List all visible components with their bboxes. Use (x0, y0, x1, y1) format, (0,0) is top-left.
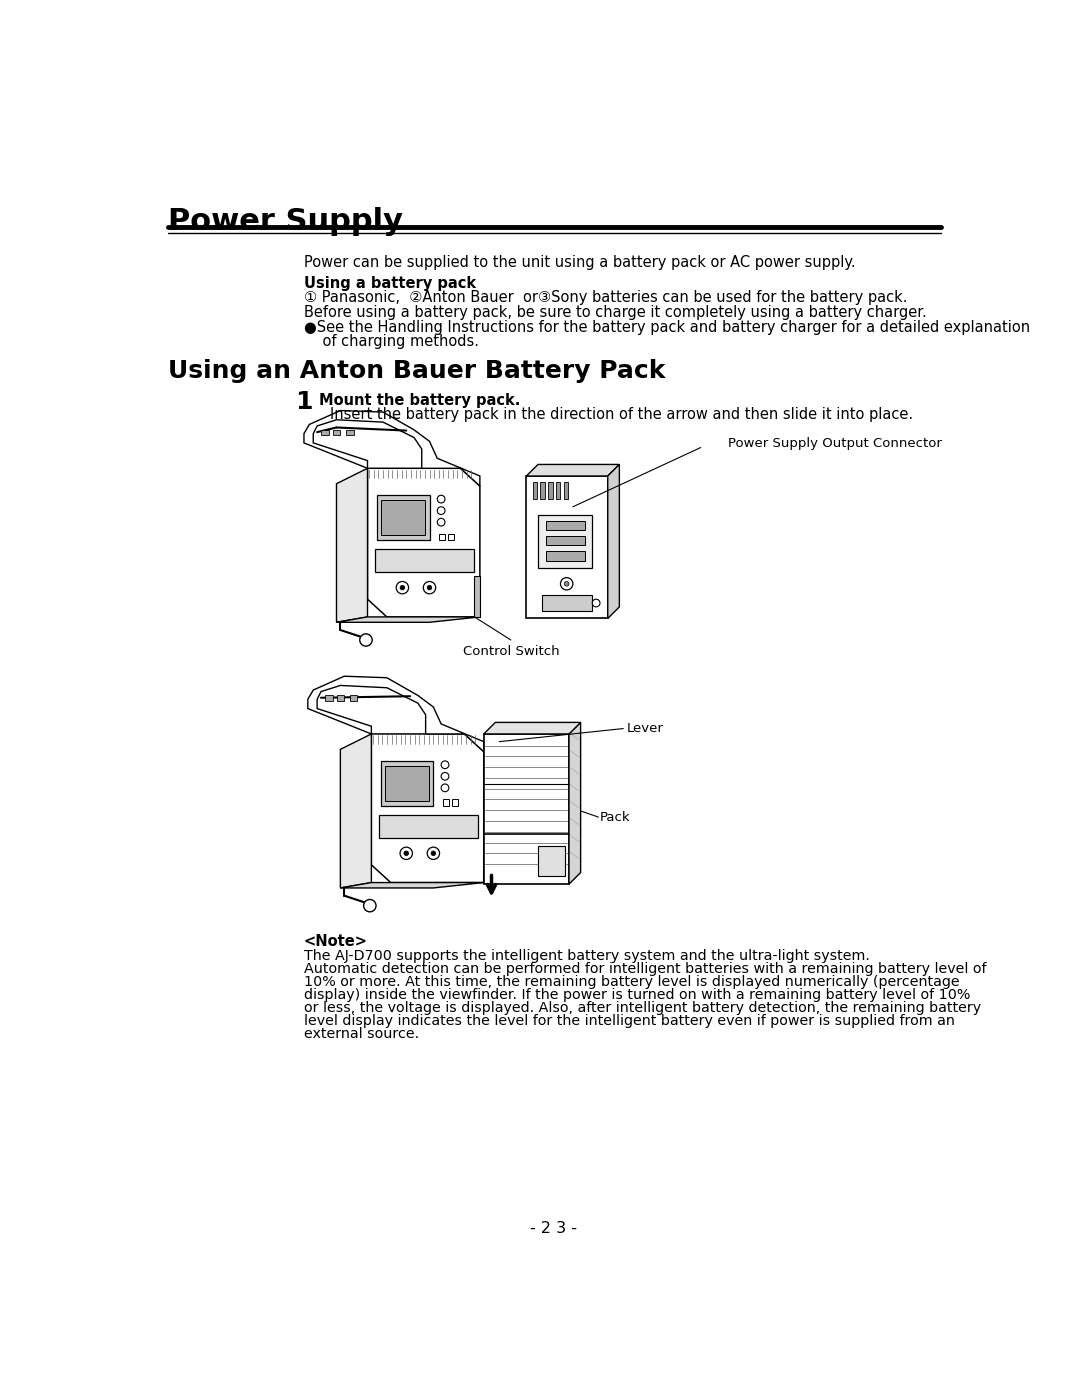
Polygon shape (372, 734, 484, 882)
Polygon shape (350, 696, 357, 701)
Polygon shape (325, 696, 333, 701)
Text: Power Supply: Power Supply (167, 206, 403, 235)
Polygon shape (308, 676, 484, 752)
Polygon shape (337, 696, 345, 701)
Circle shape (437, 496, 445, 503)
Circle shape (561, 578, 572, 589)
Text: ●See the Handling Instructions for the battery pack and battery charger for a de: ●See the Handling Instructions for the b… (303, 319, 1030, 335)
Polygon shape (474, 577, 480, 617)
Polygon shape (337, 468, 367, 622)
Polygon shape (484, 722, 581, 734)
Polygon shape (548, 482, 553, 500)
Circle shape (428, 585, 432, 589)
Text: Power can be supplied to the unit using a battery pack or AC power supply.: Power can be supplied to the unit using … (303, 255, 855, 270)
Polygon shape (448, 533, 455, 540)
Circle shape (565, 581, 569, 587)
Polygon shape (377, 496, 430, 540)
Polygon shape (386, 766, 429, 801)
Circle shape (423, 581, 435, 594)
Text: Before using a battery pack, be sure to charge it completely using a battery cha: Before using a battery pack, be sure to … (303, 305, 927, 321)
Circle shape (437, 518, 445, 526)
Circle shape (428, 847, 440, 860)
Circle shape (592, 599, 600, 608)
Polygon shape (542, 595, 592, 610)
Text: Insert the battery pack in the direction of the arrow and then slide it into pla: Insert the battery pack in the direction… (330, 407, 914, 423)
Polygon shape (538, 515, 592, 568)
Text: display) inside the viewfinder. If the power is turned on with a remaining batte: display) inside the viewfinder. If the p… (303, 988, 970, 1002)
Polygon shape (379, 815, 478, 837)
Circle shape (360, 634, 373, 647)
Circle shape (396, 581, 408, 594)
Text: Using a battery pack: Using a battery pack (303, 276, 476, 291)
Polygon shape (443, 799, 449, 805)
Text: 10% or more. At this time, the remaining battery level is displayed numerically : 10% or more. At this time, the remaining… (303, 974, 959, 988)
Polygon shape (303, 410, 480, 486)
Polygon shape (340, 734, 372, 888)
Polygon shape (540, 482, 545, 500)
Circle shape (441, 773, 449, 780)
Polygon shape (556, 482, 561, 500)
Circle shape (441, 762, 449, 769)
Text: or less, the voltage is displayed. Also, after intelligent battery detection, th: or less, the voltage is displayed. Also,… (303, 1001, 981, 1015)
Polygon shape (381, 500, 424, 535)
Text: Pack: Pack (600, 811, 631, 825)
Text: Lever: Lever (627, 722, 664, 735)
Polygon shape (333, 430, 340, 435)
Polygon shape (545, 521, 584, 531)
Polygon shape (321, 430, 328, 435)
Circle shape (364, 899, 376, 911)
Text: external source.: external source. (303, 1028, 419, 1042)
Polygon shape (545, 552, 584, 561)
Polygon shape (526, 476, 608, 619)
Text: Automatic detection can be performed for intelligent batteries with a remaining : Automatic detection can be performed for… (303, 962, 986, 976)
Polygon shape (337, 617, 480, 622)
Polygon shape (451, 799, 458, 805)
Text: level display indicates the level for the intelligent battery even if power is s: level display indicates the level for th… (303, 1014, 955, 1028)
Polygon shape (608, 465, 619, 619)
Text: The AJ-D700 supports the intelligent battery system and the ultra-light system.: The AJ-D700 supports the intelligent bat… (303, 949, 869, 963)
Polygon shape (346, 430, 353, 435)
Text: Power Supply Output Connector: Power Supply Output Connector (728, 437, 942, 451)
Circle shape (441, 784, 449, 792)
Circle shape (400, 847, 413, 860)
Polygon shape (375, 549, 474, 573)
Polygon shape (564, 482, 568, 500)
Text: Using an Anton Bauer Battery Pack: Using an Anton Bauer Battery Pack (167, 358, 665, 384)
Polygon shape (545, 536, 584, 545)
Circle shape (437, 507, 445, 515)
Circle shape (404, 851, 408, 855)
Polygon shape (526, 465, 619, 476)
Polygon shape (532, 482, 537, 500)
Polygon shape (484, 734, 569, 885)
Text: 1: 1 (296, 389, 313, 414)
Polygon shape (367, 468, 480, 617)
Text: of charging methods.: of charging methods. (303, 333, 478, 349)
Polygon shape (340, 882, 484, 888)
Text: - 2 3 -: - 2 3 - (530, 1221, 577, 1236)
Text: Mount the battery pack.: Mount the battery pack. (320, 393, 521, 407)
Circle shape (400, 585, 405, 589)
Polygon shape (569, 722, 581, 885)
Polygon shape (538, 846, 565, 876)
Polygon shape (438, 533, 445, 540)
Text: <Note>: <Note> (303, 934, 368, 949)
Text: ① Panasonic,  ②Anton Bauer  or③Sony batteries can be used for the battery pack.: ① Panasonic, ②Anton Bauer or③Sony batter… (303, 290, 907, 305)
Polygon shape (380, 762, 433, 805)
Text: Control Switch: Control Switch (462, 645, 559, 658)
Circle shape (431, 851, 435, 855)
